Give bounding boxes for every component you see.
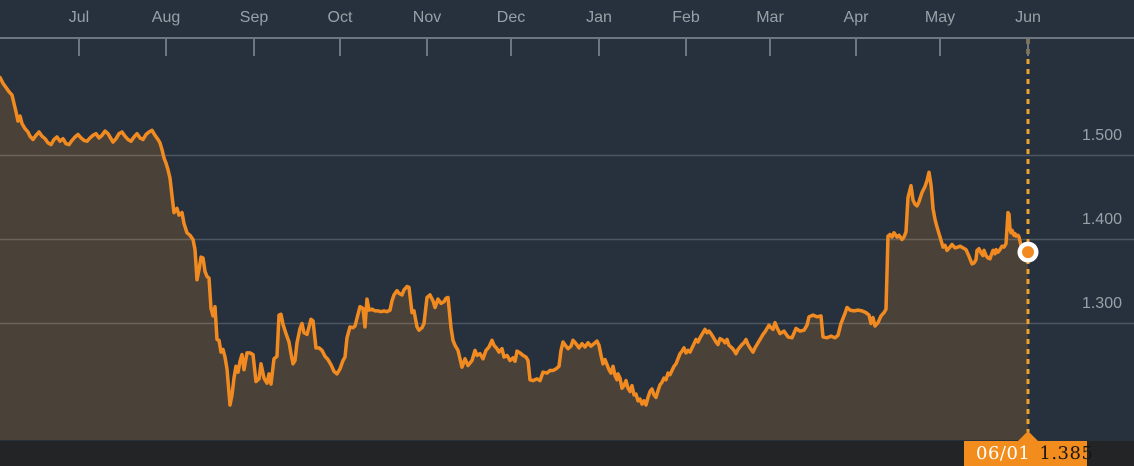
month-label-aug: Aug [151,9,181,26]
month-label-jul: Jul [68,9,90,26]
month-tick-feb [685,39,687,56]
month-tick-may [939,39,941,56]
last-point-marker [1022,246,1034,259]
month-label-may: May [924,9,956,26]
month-label-feb: Feb [672,9,700,26]
chip-pointer-icon [1018,431,1038,441]
chip-value-label: 1.385 [1039,443,1094,464]
month-tick-nov [426,39,428,56]
month-label-oct: Oct [327,9,353,26]
month-tick-mar [769,39,771,56]
month-label-jan: Jan [586,9,612,26]
month-label-dec: Dec [496,9,526,26]
month-tick-sep [253,39,255,56]
month-tick-dec [510,39,512,56]
month-label-jun: Jun [1015,9,1041,26]
month-tick-jul [78,39,80,56]
chip-date-label: 06/01 [976,443,1031,464]
y-axis-label-1.400: 1.400 [1081,210,1122,228]
bottom-bar [0,441,1134,466]
month-label-sep: Sep [239,9,269,26]
month-tick-oct [339,39,341,56]
month-tick-jan [598,39,600,56]
month-label-nov: Nov [412,9,442,26]
y-axis-label-1.300: 1.300 [1081,294,1122,312]
month-label-apr: Apr [843,9,869,26]
price-line [0,75,1030,407]
month-label-mar: Mar [756,9,784,26]
y-axis-label-1.500: 1.500 [1081,126,1122,144]
month-tick-aug [165,39,167,56]
area-fill [0,77,1028,441]
last-price-chip: 06/01 1.385 [964,441,1093,466]
x-axis-line [0,37,1134,39]
month-tick-jun [1027,39,1029,56]
month-tick-apr [855,39,857,56]
